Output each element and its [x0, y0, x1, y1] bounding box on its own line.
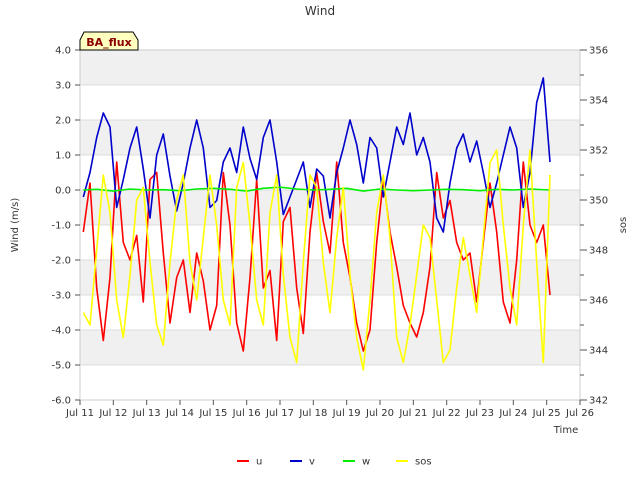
- x-tick-label: Jul 25: [532, 408, 561, 419]
- x-tick-label: Jul 22: [432, 408, 461, 419]
- x-tick-label: Jul 11: [65, 408, 94, 419]
- y-tick-label: -4.0: [51, 326, 71, 337]
- y-tick-label: 0.0: [55, 186, 71, 197]
- legend-label-v: v: [309, 457, 315, 468]
- series-line-v: [82, 77, 551, 233]
- legend-label-w: w: [362, 457, 370, 468]
- badge-shape: [79, 31, 139, 51]
- x-axis-ticks: Jul 11 Jul 12 Jul 13 Jul 14 Jul 15 Jul 16 Jul …: [65, 400, 594, 419]
- series-line-w: [83, 186, 551, 192]
- y2-tick-label: 350: [589, 196, 608, 207]
- x-tick-label: Jul 18: [298, 408, 327, 419]
- y-tick-label: -5.0: [51, 361, 71, 372]
- y-tick-label: -6.0: [51, 396, 71, 407]
- plot-band: [80, 260, 580, 295]
- badge-label: BA_flux: [86, 36, 131, 49]
- x-tick-label: Jul 14: [165, 408, 194, 419]
- y2-tick-label: 352: [589, 146, 608, 157]
- legend-label-sos: sos: [415, 457, 432, 468]
- x-tick-label: Jul 19: [332, 408, 361, 419]
- y2-tick-label: 346: [589, 296, 608, 307]
- x-tick-label: Jul 20: [365, 408, 394, 419]
- x-tick-label: Jul 15: [198, 408, 227, 419]
- x-axis-label: Time: [553, 425, 578, 436]
- plot-band: [80, 85, 580, 120]
- y-axis-ticks: 4.0 3.0 2.0 1.0 0.0 -1.0 -2.0 -3.0 -4.0 -5.0 -6.0: [51, 46, 80, 407]
- legend: u v w sos: [237, 457, 432, 468]
- y-tick-label: 1.0: [55, 151, 71, 162]
- x-tick-label: Jul 13: [132, 408, 161, 419]
- y-tick-label: -1.0: [51, 221, 71, 232]
- plot-band: [80, 50, 580, 85]
- y2-tick-label: 348: [589, 246, 608, 257]
- y2-tick-label: 342: [589, 396, 608, 407]
- y2-axis-label: sos: [618, 217, 629, 234]
- y-tick-label: -2.0: [51, 256, 71, 267]
- x-tick-label: Jul 16: [232, 408, 261, 419]
- x-tick-label: Jul 26: [565, 408, 594, 419]
- x-tick-label: Jul 23: [465, 408, 494, 419]
- y-tick-label: 3.0: [55, 81, 71, 92]
- x-tick-label: Jul 21: [398, 408, 427, 419]
- series-line-sos: [82, 149, 551, 371]
- site-badge: BA_flux: [79, 31, 139, 51]
- y2-axis-ticks: 356 354 352 350 348 346 344 342: [580, 46, 608, 407]
- chart-title: Wind: [305, 4, 335, 18]
- legend-label-u: u: [256, 457, 262, 468]
- y-tick-label: 2.0: [55, 116, 71, 127]
- plot-band: [80, 330, 580, 365]
- y2-tick-label: 344: [589, 346, 608, 357]
- y-axis-label: Wind (m/s): [10, 198, 21, 253]
- plot-band: [80, 190, 580, 225]
- y-tick-label: -3.0: [51, 291, 71, 302]
- x-tick-label: Jul 24: [498, 408, 527, 419]
- x-tick-label: Jul 12: [98, 408, 127, 419]
- plot-band: [80, 365, 580, 400]
- series-layer: [82, 77, 551, 371]
- y2-tick-label: 356: [589, 46, 608, 57]
- x-tick-label: Jul 17: [265, 408, 294, 419]
- y-tick-label: 4.0: [55, 46, 71, 57]
- y2-tick-label: 354: [589, 96, 608, 107]
